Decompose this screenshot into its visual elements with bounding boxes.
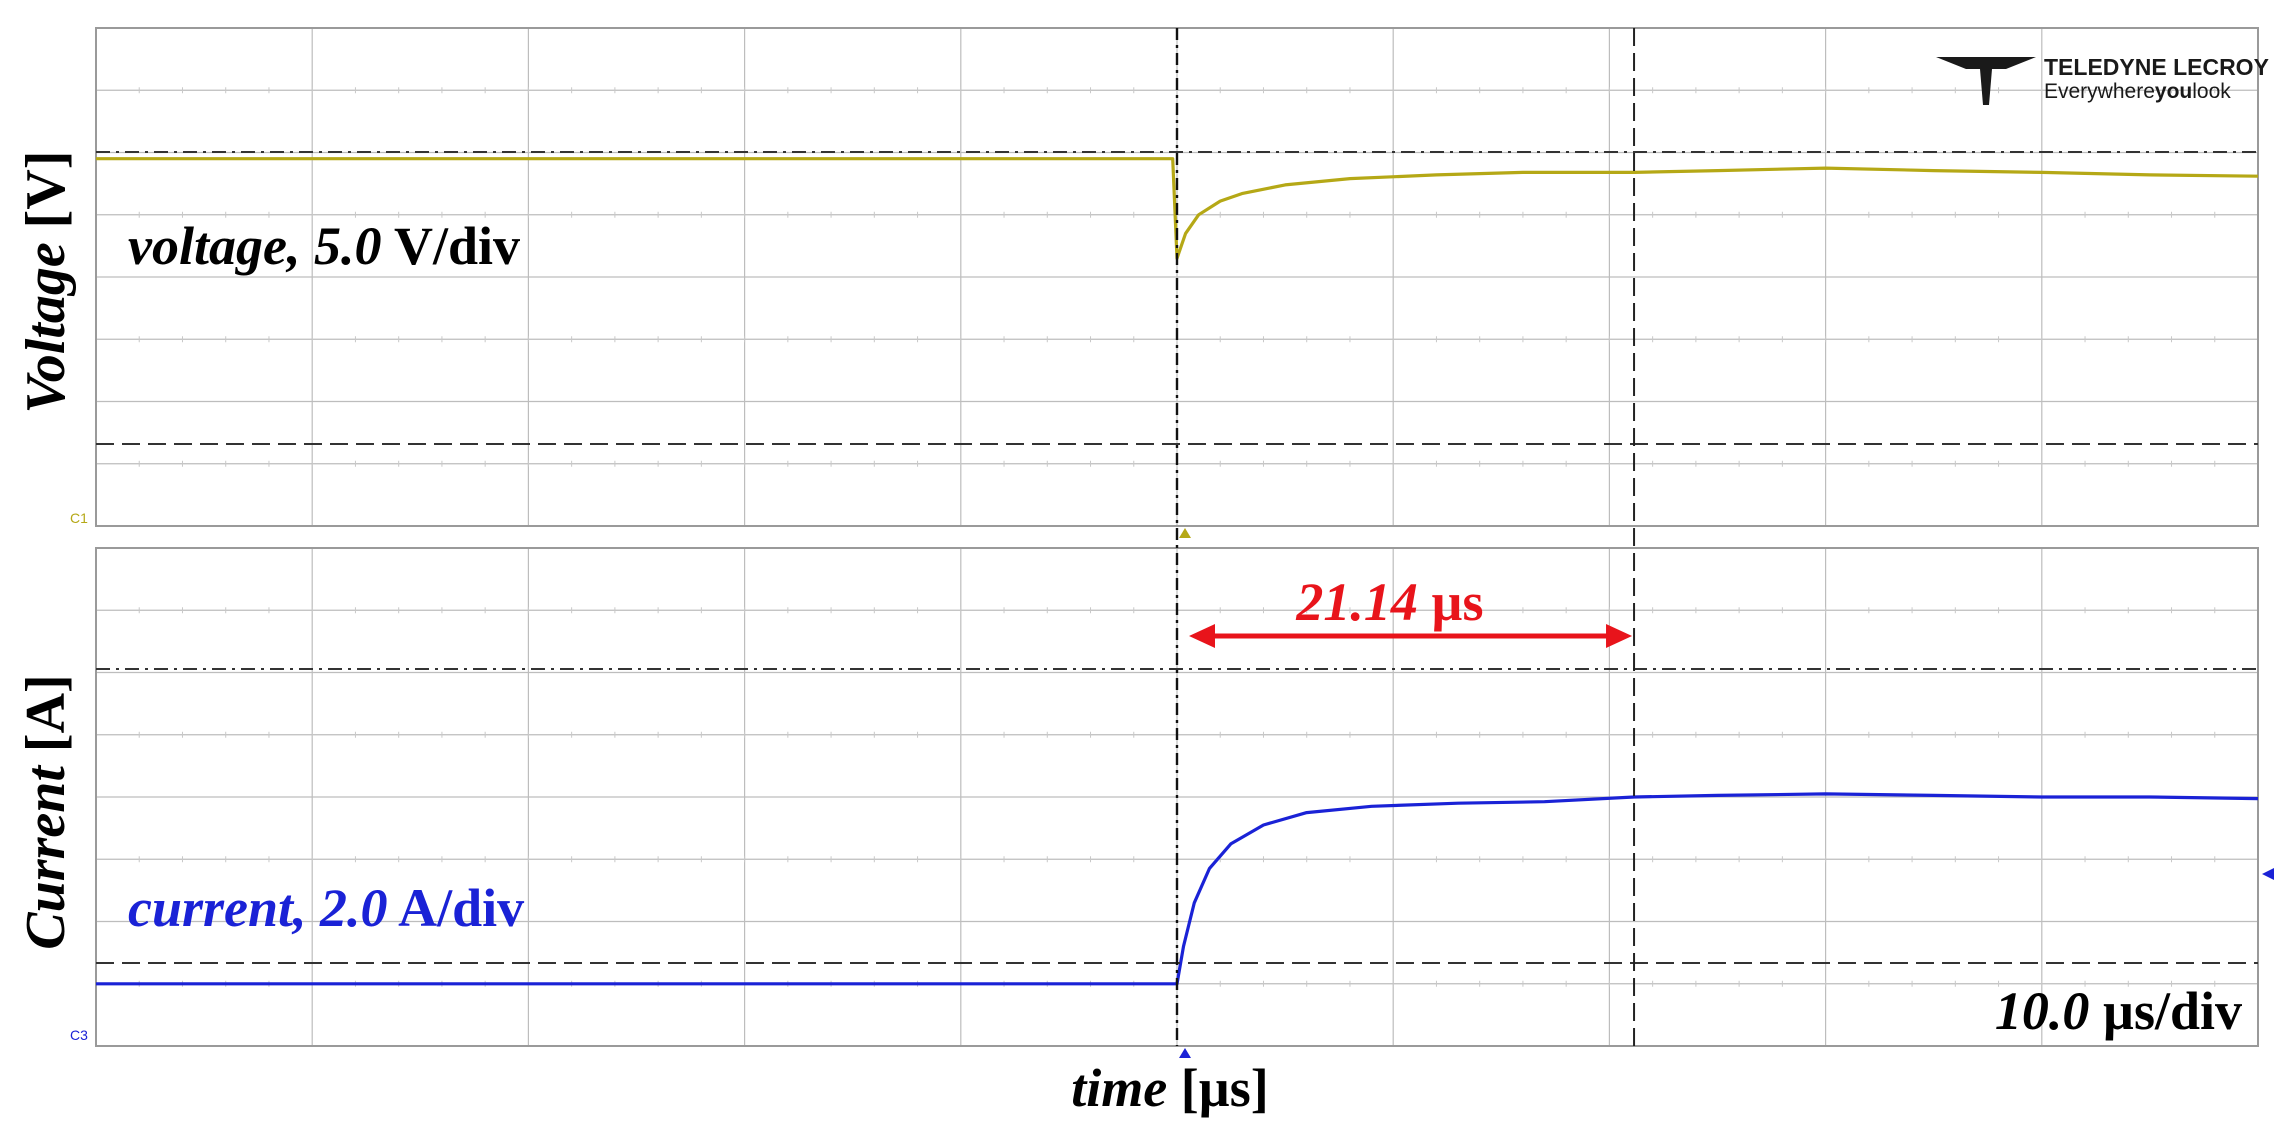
overlay-layer xyxy=(96,28,2274,1058)
voltage-trace-label: voltage, 5.0 V/div xyxy=(128,216,520,276)
voltage-trace xyxy=(96,157,2259,260)
x-axis-label: time [µs] xyxy=(1071,1058,1269,1118)
panel-1-grid xyxy=(95,27,2259,527)
current-offset-marker xyxy=(2262,868,2274,880)
current-axis-label: Current [A] xyxy=(15,674,77,949)
current-trace-label: current, 2.0 A/div xyxy=(128,878,524,938)
teledyne-lecroy-logo: TELEDYNE LECROY Everywhereyoulook xyxy=(1936,54,2269,105)
measurement-label: 21.14 µs xyxy=(1295,572,1483,632)
trace-layer xyxy=(96,157,2259,986)
current-trace xyxy=(96,792,2259,986)
current-trigger-marker xyxy=(1179,1048,1191,1058)
timebase-label: 10.0 µs/div xyxy=(1995,981,2242,1041)
channel-3-marker: C3 xyxy=(70,1027,88,1043)
voltage-axis-label: Voltage [V] xyxy=(15,151,77,414)
channel-1-marker: C1 xyxy=(70,510,88,526)
measurement-arrow-left-head xyxy=(1189,624,1215,648)
measurement-arrow-right-head xyxy=(1606,624,1633,648)
voltage-trigger-marker xyxy=(1179,528,1191,538)
logo-tagline: Everywhereyoulook xyxy=(2044,80,2231,103)
logo-name: TELEDYNE LECROY xyxy=(2044,54,2269,80)
logo-mark xyxy=(1936,57,2036,105)
